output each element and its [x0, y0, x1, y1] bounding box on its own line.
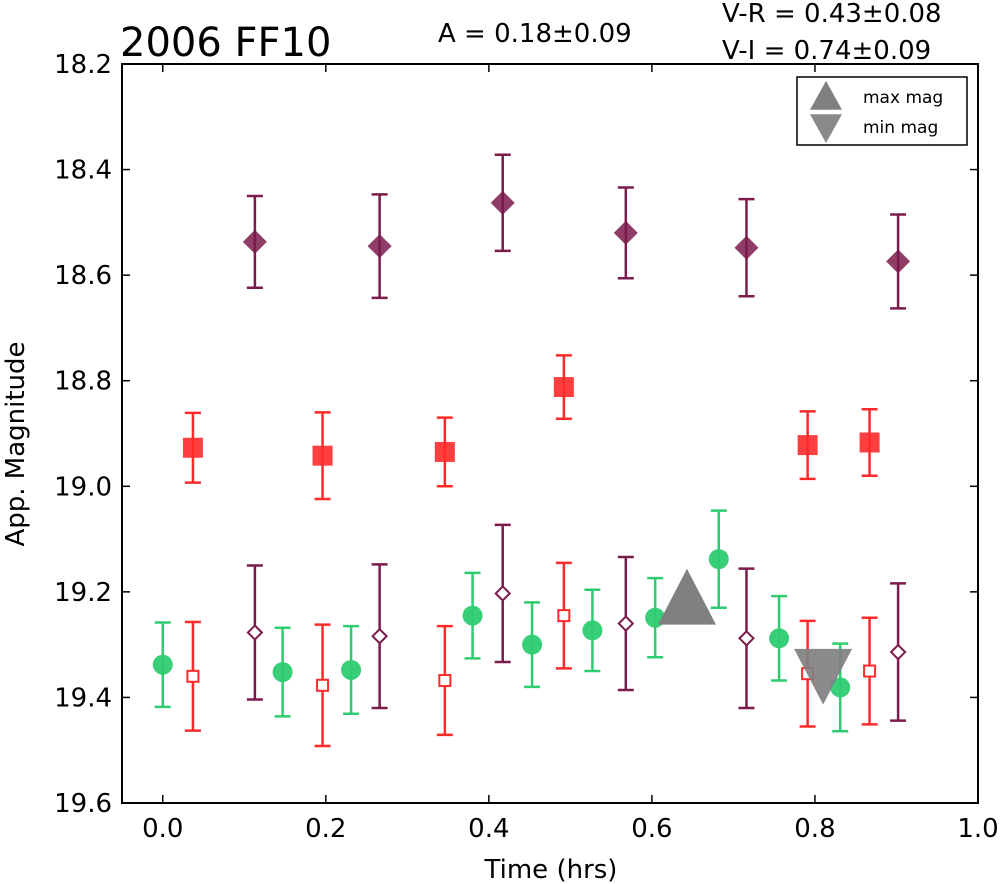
data-point-0-5 — [886, 249, 911, 274]
x-tick-label: 0.2 — [305, 814, 346, 844]
series-2 — [152, 509, 851, 733]
data-point-0-3 — [613, 220, 638, 245]
data-point-2-4 — [522, 634, 543, 655]
data-point-4-3 — [617, 615, 635, 632]
data-point-4-0 — [246, 624, 264, 641]
data-point-5-0 — [657, 568, 716, 625]
data-point-3-2 — [438, 674, 452, 688]
data-point-4-2 — [494, 585, 512, 602]
x-axis-label: Time (hrs) — [484, 855, 618, 884]
y-tick-label: 19.4 — [54, 683, 112, 713]
x-tick-label: 1.0 — [957, 814, 998, 844]
data-point-2-5 — [582, 620, 603, 641]
y-tick-label: 19.2 — [54, 578, 112, 608]
data-point-1-5 — [859, 432, 880, 453]
legend-label-1: min mag — [863, 118, 938, 138]
data-point-4-5 — [889, 643, 907, 661]
data-point-2-1 — [272, 662, 293, 683]
y-tick-label: 18.4 — [54, 156, 112, 186]
data-point-0-4 — [734, 235, 759, 260]
y-tick-label: 19.0 — [54, 472, 112, 502]
data-point-1-0 — [182, 437, 203, 458]
data-point-3-5 — [863, 664, 877, 678]
data-point-2-2 — [341, 659, 362, 680]
y-tick-label: 18.6 — [54, 261, 112, 291]
data-point-4-4 — [738, 629, 755, 647]
chart-title: 2006 FF10 — [120, 20, 331, 66]
data-point-3-1 — [316, 678, 330, 692]
data-point-2-0 — [152, 654, 173, 675]
data-point-2-3 — [462, 605, 483, 626]
v-r-color-annotation: V-R = 0.43±0.08 — [722, 0, 942, 29]
data-point-0-1 — [367, 234, 392, 259]
data-point-1-1 — [312, 445, 333, 466]
y-tick-label: 18.8 — [54, 367, 112, 397]
x-tick-label: 0.6 — [631, 814, 672, 844]
legend-label-0: max mag — [863, 88, 943, 108]
data-point-0-2 — [490, 190, 515, 215]
legend: max mag min mag — [796, 76, 968, 146]
series-4 — [246, 523, 907, 722]
series-0 — [242, 153, 911, 310]
legend-marker-0 — [810, 81, 842, 110]
plot-frame — [121, 63, 979, 804]
data-point-1-4 — [797, 435, 818, 456]
data-point-1-2 — [434, 441, 455, 462]
data-point-3-0 — [186, 669, 200, 683]
legend-marker-1 — [810, 114, 842, 143]
data-point-2-9 — [830, 677, 851, 698]
data-point-3-3 — [557, 609, 571, 623]
amplitude-annotation: A = 0.18±0.09 — [438, 19, 632, 49]
series-5 — [657, 568, 716, 625]
axes: 0.0 0.2 0.4 0.6 0.8 1.0 18.2 18.4 18.6 18.8 19.0 19… — [54, 50, 999, 844]
series-1 — [182, 354, 880, 501]
y-axis-label: App. Magnitude — [1, 341, 31, 546]
data-point-2-8 — [769, 628, 790, 649]
data-point-6-0 — [794, 648, 853, 705]
data-point-2-7 — [708, 549, 729, 570]
series-6 — [794, 648, 853, 705]
data-point-1-3 — [553, 377, 574, 398]
data-point-4-1 — [371, 627, 389, 645]
data-point-0-0 — [242, 229, 267, 254]
x-tick-label: 0.4 — [468, 814, 509, 844]
x-tick-label: 0.0 — [142, 814, 183, 844]
v-i-color-annotation: V-I = 0.74±0.09 — [722, 36, 931, 66]
data-marks — [152, 153, 911, 748]
y-tick-label: 18.2 — [54, 50, 112, 80]
y-tick-label: 19.6 — [54, 789, 112, 819]
x-tick-label: 0.8 — [794, 814, 835, 844]
